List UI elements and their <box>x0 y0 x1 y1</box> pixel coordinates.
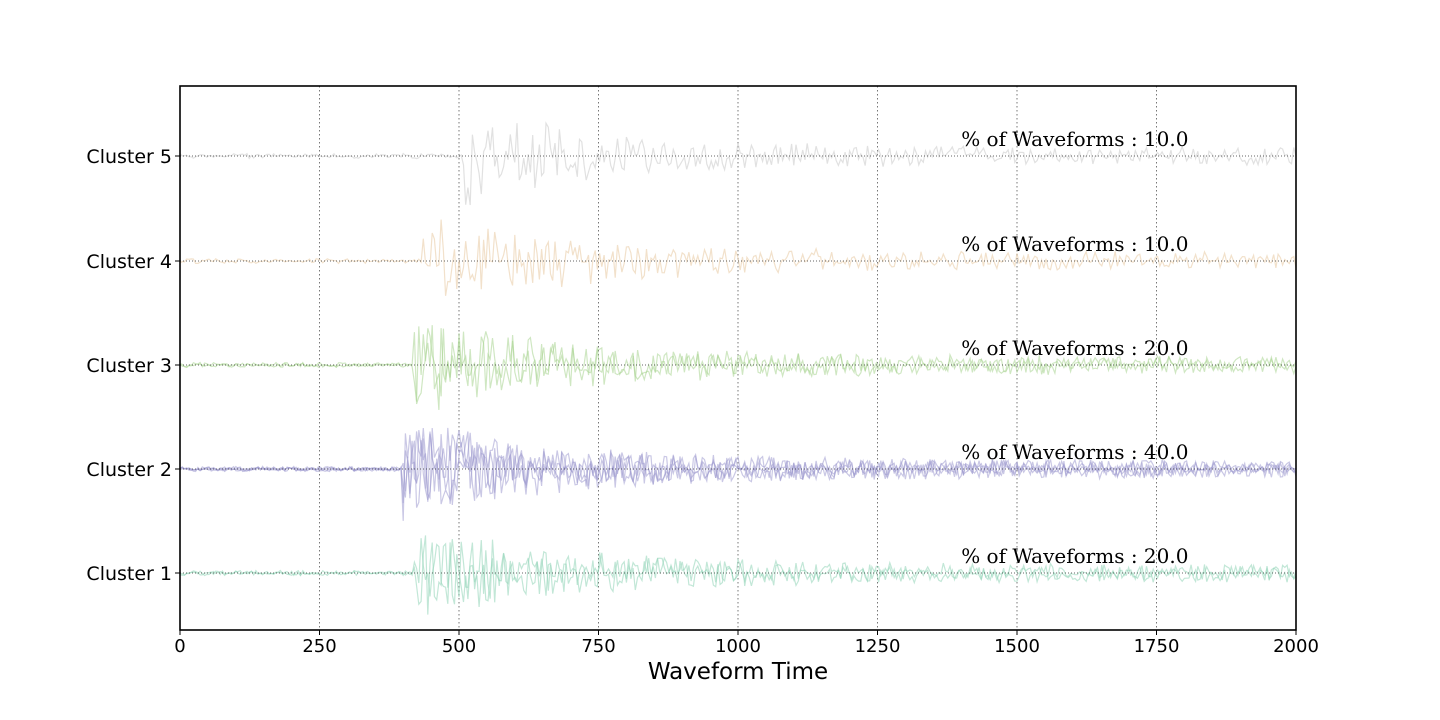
waveform-traces <box>179 121 1297 615</box>
waveform-trace <box>179 326 1297 410</box>
percent-annotation: % of Waveforms : 40.0 <box>961 440 1188 464</box>
percent-annotation: % of Waveforms : 20.0 <box>961 544 1188 568</box>
y-axis: Cluster 1 Cluster 2 Cluster 3 Cluster 4 Clus… <box>86 146 180 585</box>
waveform-trace <box>179 428 1297 504</box>
x-tick-label: 1500 <box>994 636 1040 657</box>
x-tick-label: 2000 <box>1273 636 1319 657</box>
waveform-trace <box>179 538 1297 608</box>
percent-annotation: % of Waveforms : 10.0 <box>961 127 1188 151</box>
x-axis-title: Waveform Time <box>648 659 828 685</box>
x-axis: 0 250 500 750 1000 1250 1500 1750 2000 <box>174 630 1319 657</box>
x-tick-label: 750 <box>581 636 615 657</box>
waveform-trace <box>179 219 1297 296</box>
x-tick-label: 250 <box>302 636 336 657</box>
y-tick-label: Cluster 3 <box>86 355 172 377</box>
percent-annotation: % of Waveforms : 10.0 <box>961 232 1188 256</box>
x-tick-label: 0 <box>174 636 185 657</box>
percent-annotation: % of Waveforms : 20.0 <box>961 336 1188 360</box>
y-tick-label: Cluster 1 <box>86 563 172 585</box>
y-tick-label: Cluster 2 <box>86 459 172 481</box>
x-tick-label: 1750 <box>1134 636 1180 657</box>
cluster-baselines <box>180 155 1296 574</box>
y-tick-label: Cluster 5 <box>86 146 172 168</box>
x-tick-label: 1250 <box>855 636 901 657</box>
x-tick-label: 1000 <box>715 636 761 657</box>
x-tick-label: 500 <box>442 636 476 657</box>
annotations: % of Waveforms : 20.0 % of Waveforms : 40… <box>961 127 1188 568</box>
y-tick-label: Cluster 4 <box>86 251 172 273</box>
